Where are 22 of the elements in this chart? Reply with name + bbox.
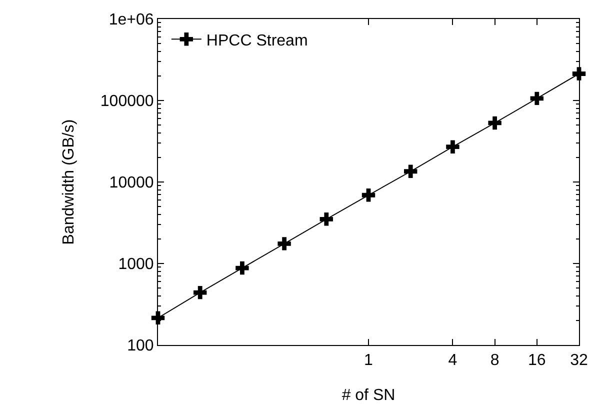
point	[320, 212, 333, 226]
point	[278, 237, 291, 250]
point	[236, 261, 249, 275]
legend-label: HPCC Stream	[206, 32, 308, 50]
x-axis-title: # of SN	[342, 386, 396, 404]
y-tick-label: 100000	[100, 93, 154, 110]
x-tick-label: 32	[570, 352, 588, 370]
x-tick-label: 8	[490, 352, 500, 370]
y-tick-label: 1000	[118, 256, 154, 274]
y-axis-title: Bandwidth (GB/s)	[60, 119, 78, 245]
point	[488, 116, 502, 130]
y-tick-label: 100	[127, 338, 154, 355]
x-tick-label: 1	[364, 352, 374, 370]
point	[194, 286, 207, 300]
point	[530, 92, 544, 106]
point	[404, 164, 418, 178]
y-tick-label: 10000	[109, 174, 154, 192]
y-tick-label: 1e+06	[108, 12, 154, 29]
point	[362, 188, 376, 202]
x-tick-label: 16	[528, 352, 546, 370]
x-tick-label: 4	[448, 352, 458, 370]
point	[446, 140, 460, 154]
